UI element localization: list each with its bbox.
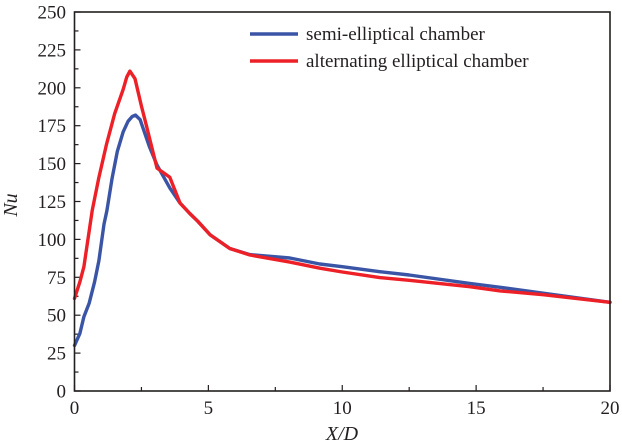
legend: semi-elliptical chamber alternating elli…: [250, 24, 529, 72]
y-axis-label: Nu: [0, 193, 22, 217]
series-line-semi-elliptical: [72, 113, 612, 348]
x-tick-label: 0: [70, 398, 80, 419]
y-tick-label: 0: [57, 382, 67, 403]
y-tick-label: 25: [47, 344, 66, 365]
data-series: [72, 69, 612, 348]
x-tick-label: 5: [204, 398, 214, 419]
legend-label-alternating-elliptical: alternating elliptical chamber: [306, 51, 529, 72]
y-tick-label: 250: [38, 3, 67, 24]
y-tick-label: 225: [38, 40, 67, 61]
legend-label-semi-elliptical: semi-elliptical chamber: [306, 24, 486, 45]
y-tick-label: 200: [38, 78, 67, 99]
x-tick-label: 10: [333, 398, 352, 419]
x-tick-label: 15: [467, 398, 486, 419]
y-tick-label: 100: [38, 230, 67, 251]
x-axis-label: X/D: [325, 423, 359, 445]
x-tick-label: 20: [601, 398, 620, 419]
y-tick-label: 50: [47, 306, 66, 327]
y-tick-label: 125: [38, 192, 67, 213]
plot-frame: [73, 11, 611, 392]
series-line-alternating-elliptical: [72, 69, 612, 304]
y-tick-label: 150: [38, 154, 67, 175]
y-tick-label: 75: [47, 268, 66, 289]
y-tick-label: 175: [38, 116, 67, 137]
